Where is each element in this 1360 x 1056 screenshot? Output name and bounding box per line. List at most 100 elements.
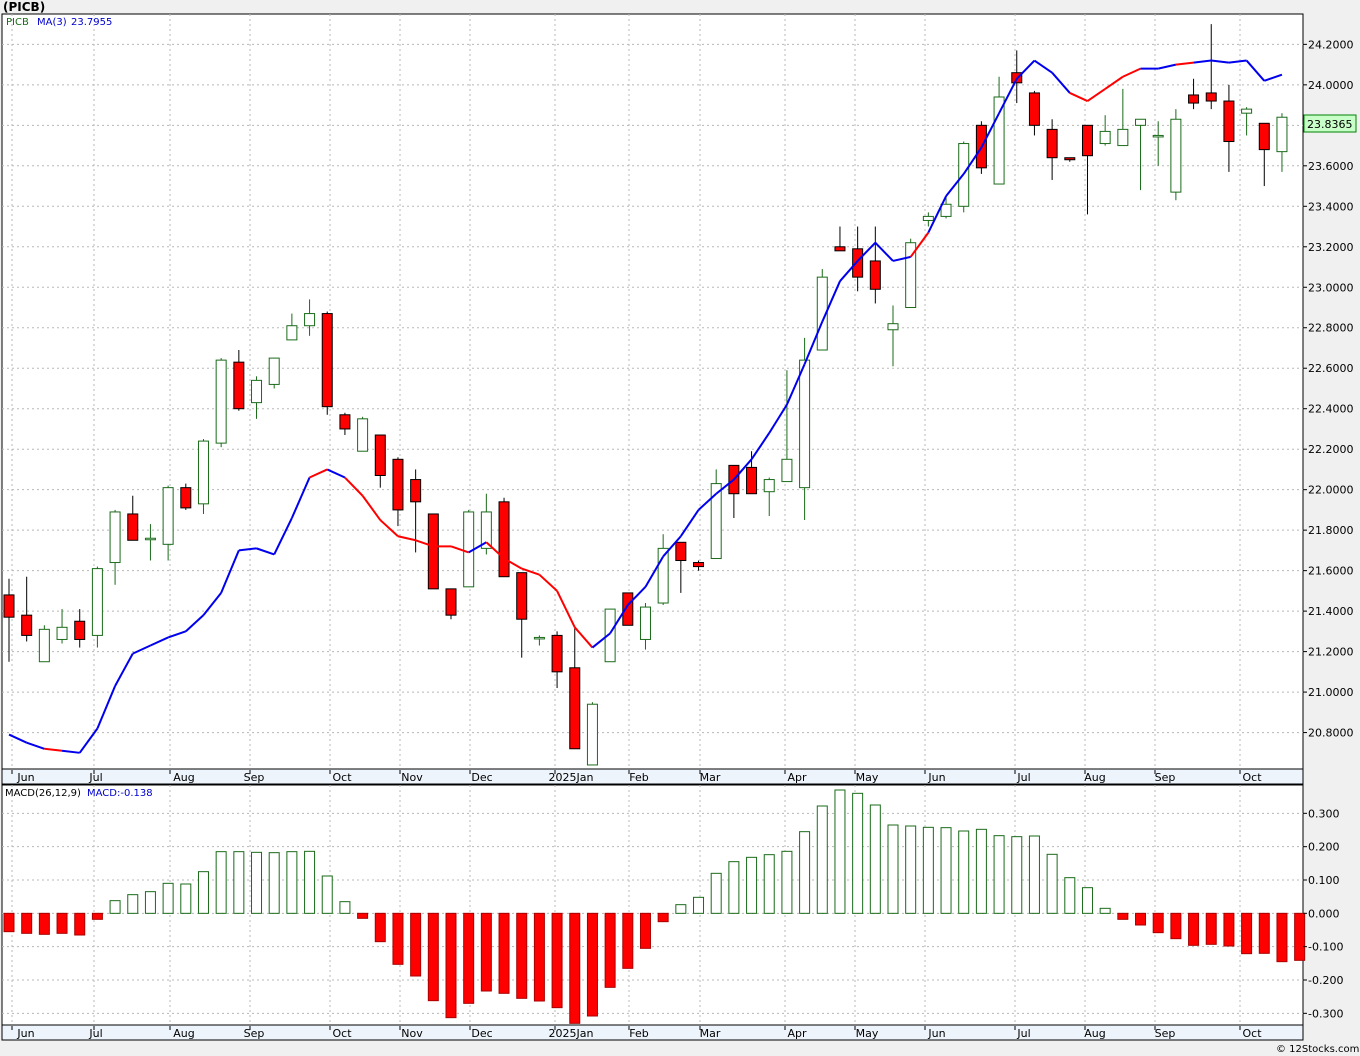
candle-body-down xyxy=(1188,94,1200,104)
price-tick-label: 22.4000 xyxy=(1308,403,1354,416)
x-tick-label: Mar xyxy=(700,1027,721,1040)
candle xyxy=(869,226,881,304)
x-tick-label: Sep xyxy=(244,771,265,784)
macd-bar-negative xyxy=(569,912,581,1024)
macd-bar-positive xyxy=(197,871,209,914)
x-tick-label: Aug xyxy=(173,771,194,784)
x-tick-label: Jul xyxy=(88,771,102,784)
candle xyxy=(940,196,952,219)
macd-bar-positive xyxy=(852,792,864,914)
candle xyxy=(1241,107,1253,136)
ma-segment xyxy=(220,550,240,594)
macd-bar-negative xyxy=(1241,912,1253,955)
candle xyxy=(1064,157,1076,162)
x-tick-label: Nov xyxy=(401,771,423,784)
x-tick-label: Dec xyxy=(471,1027,492,1040)
candle xyxy=(339,412,351,436)
price-grid xyxy=(2,14,1303,769)
price-tick-label: 24.0000 xyxy=(1308,79,1354,92)
candle xyxy=(1117,88,1129,147)
ma-segment xyxy=(662,535,682,558)
candle-body-down xyxy=(445,588,457,616)
candle xyxy=(127,495,139,541)
x-tick-label: Dec xyxy=(471,771,492,784)
price-tick-label: 22.0000 xyxy=(1308,484,1354,497)
candle xyxy=(781,370,793,483)
ma-segment xyxy=(256,547,275,556)
ma-segment xyxy=(697,492,717,511)
ma-segment xyxy=(361,495,382,521)
candle-body-down xyxy=(1064,157,1076,161)
ma-segment xyxy=(1228,59,1247,64)
price-tick-label: 22.6000 xyxy=(1308,362,1354,375)
last-price-value: 23.8365 xyxy=(1307,118,1353,131)
macd-bar-negative xyxy=(21,912,33,934)
candle-body-down xyxy=(392,458,404,511)
ma-segment xyxy=(538,573,558,592)
macd-bar-positive xyxy=(1046,853,1058,914)
macd-bar-positive xyxy=(321,875,333,914)
ma-segment xyxy=(1051,72,1071,94)
price-tick-label: 23.0000 xyxy=(1308,281,1354,294)
macd-bar-negative xyxy=(1223,912,1235,947)
candle xyxy=(268,357,280,389)
candle-body-up xyxy=(480,511,492,549)
candle-body-down xyxy=(1223,100,1235,143)
legend-symbol: PICB xyxy=(6,17,29,28)
candle-body-up xyxy=(38,628,50,663)
macd-bar-positive xyxy=(675,904,687,914)
price-candles xyxy=(3,24,1288,766)
ma-segment xyxy=(503,557,523,570)
candle xyxy=(3,578,15,662)
price-tick-label: 24.2000 xyxy=(1308,38,1354,51)
ma-segment xyxy=(680,509,700,537)
candle-body-down xyxy=(1258,122,1270,151)
candle xyxy=(993,76,1005,185)
macd-bar-negative xyxy=(586,912,598,1017)
ma-segment xyxy=(909,232,930,258)
candle xyxy=(180,483,192,510)
x-tick-label: Jul xyxy=(88,1027,102,1040)
ma-segment xyxy=(556,590,576,628)
candle-body-down xyxy=(516,572,528,620)
candle-body-down xyxy=(746,466,758,495)
ma-segment xyxy=(238,547,257,552)
macd-bar-negative xyxy=(1188,912,1200,946)
candle xyxy=(21,576,33,642)
candle-body-up xyxy=(657,547,669,604)
macd-bar-positive xyxy=(1028,835,1040,914)
candle xyxy=(657,534,669,606)
x-tick-label: Aug xyxy=(173,1027,194,1040)
candle-body-down xyxy=(180,487,192,509)
macd-bar-positive xyxy=(127,894,139,914)
candle xyxy=(887,305,899,367)
candle-body-up xyxy=(1276,116,1288,153)
ma-segment xyxy=(962,147,983,175)
candle-body-down xyxy=(1081,124,1093,157)
ma-segment xyxy=(591,632,611,649)
price-tick-label: 23.4000 xyxy=(1308,200,1354,213)
candle-body-up xyxy=(799,359,811,489)
price-tick-label: 21.8000 xyxy=(1308,524,1354,537)
price-y-axis: 24.200024.000023.800023.600023.400023.20… xyxy=(1303,38,1354,740)
macd-bar-positive xyxy=(710,872,722,914)
candle-body-up xyxy=(357,418,369,452)
macd-bar-positive xyxy=(162,882,174,914)
macd-bar-positive xyxy=(693,896,705,914)
candle xyxy=(799,337,811,521)
ma-segment xyxy=(750,432,771,460)
candle xyxy=(286,313,298,341)
macd-bar-positive xyxy=(268,852,280,914)
macd-bar-negative xyxy=(1294,912,1306,961)
candle xyxy=(1205,24,1217,110)
ma-segment xyxy=(78,727,99,754)
macd-bar-negative xyxy=(1258,912,1270,954)
ma-segment xyxy=(1086,88,1106,102)
ma-segment xyxy=(856,242,877,262)
candle xyxy=(1170,109,1182,201)
x-tick-label: Mar xyxy=(700,771,721,784)
candle-body-up xyxy=(1117,128,1129,147)
candle-body-up xyxy=(1135,118,1147,126)
candle-body-up xyxy=(993,96,1005,185)
